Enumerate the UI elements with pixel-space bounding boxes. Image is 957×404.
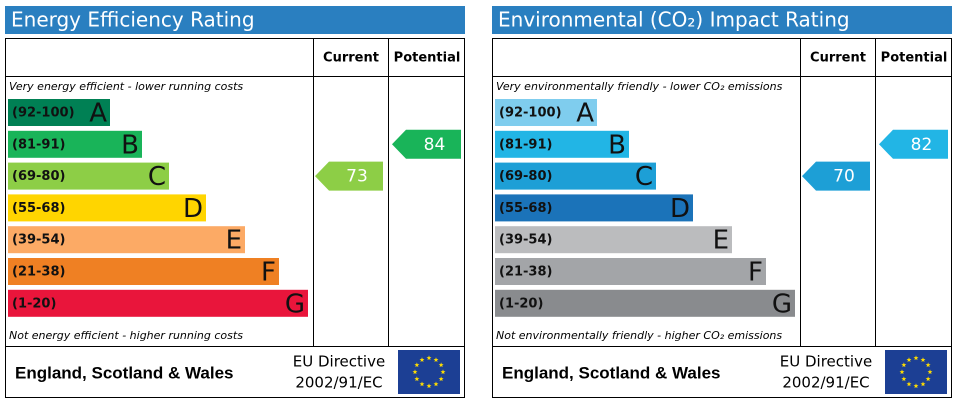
rating-arrow	[879, 129, 948, 159]
band-range: (55-68)	[499, 201, 552, 216]
eu-star	[906, 357, 912, 362]
eu-star	[913, 355, 919, 361]
top-note: Very environmentally friendly - lower CO…	[496, 80, 783, 93]
rating-value: 70	[833, 167, 855, 187]
eu-star	[901, 362, 907, 368]
band-range: (55-68)	[12, 201, 65, 216]
band-letter: E	[226, 226, 242, 256]
eu-star	[920, 381, 926, 387]
panel-title: Environmental (CO₂) Impact Rating	[498, 8, 850, 32]
eu-star	[901, 376, 907, 382]
eu-star	[438, 376, 444, 382]
eu-star	[412, 369, 418, 375]
band-letter: C	[148, 162, 166, 192]
band-range: (21-38)	[12, 265, 65, 280]
band-letter: F	[261, 258, 276, 288]
eu-star	[433, 357, 439, 362]
footer-code: 2002/91/EC	[782, 374, 869, 392]
band	[8, 258, 279, 285]
band-range: (39-54)	[499, 233, 552, 248]
rating-value: 84	[424, 135, 446, 155]
rating-value: 82	[911, 135, 933, 155]
footer-directive: EU Directive	[780, 353, 872, 371]
band-letter: F	[748, 258, 763, 288]
bottom-note: Not environmentally friendly - higher CO…	[496, 329, 782, 342]
rating-arrow	[315, 161, 383, 191]
band	[8, 99, 110, 126]
eu-star	[920, 357, 926, 362]
eu-star	[913, 383, 919, 389]
title-bar	[492, 6, 952, 34]
title-bar	[5, 6, 465, 34]
band-letter: C	[635, 162, 653, 192]
eu-star	[899, 369, 905, 375]
band	[8, 130, 142, 158]
eu-star	[927, 369, 933, 375]
band-letter: G	[772, 289, 792, 319]
band	[495, 162, 656, 190]
band	[495, 289, 795, 317]
footer-region: England, Scotland & Wales	[502, 363, 721, 382]
panel-frame	[492, 38, 952, 398]
band-range: (21-38)	[499, 265, 552, 280]
band-letter: D	[183, 194, 203, 224]
panel-frame	[5, 38, 465, 398]
eu-star	[440, 369, 446, 375]
top-note: Very energy efficient - lower running co…	[9, 80, 243, 93]
band-range: (39-54)	[12, 233, 65, 248]
band	[495, 99, 597, 126]
eu-star	[906, 381, 912, 387]
eu-star	[925, 376, 931, 382]
bottom-note: Not energy efficient - higher running co…	[9, 329, 243, 342]
band	[8, 226, 245, 254]
footer-directive: EU Directive	[293, 353, 385, 371]
band	[8, 289, 308, 317]
band	[495, 226, 732, 254]
eu-star	[426, 355, 432, 361]
band-letter: B	[121, 130, 139, 160]
band-letter: A	[576, 99, 594, 129]
band-range: (1-20)	[499, 296, 543, 311]
band	[495, 194, 693, 222]
band-range: (92-100)	[12, 106, 75, 121]
band-letter: A	[89, 99, 107, 129]
band-letter: G	[285, 289, 305, 319]
band	[8, 194, 206, 222]
band-range: (92-100)	[499, 106, 562, 121]
eu-star	[419, 357, 425, 362]
band	[495, 130, 629, 158]
eu-star	[426, 383, 432, 389]
rating-arrow	[392, 129, 461, 159]
band-letter: B	[608, 130, 626, 160]
eu-star	[419, 381, 425, 387]
rating-arrow	[802, 161, 870, 191]
eu-star	[414, 376, 420, 382]
eu-star	[925, 362, 931, 368]
footer-code: 2002/91/EC	[295, 374, 382, 392]
column-header: Potential	[881, 51, 948, 66]
band-range: (81-91)	[12, 137, 65, 152]
column-header: Potential	[394, 51, 461, 66]
column-header: Current	[323, 51, 379, 66]
column-header: Current	[810, 51, 866, 66]
panel-title: Energy Efficiency Rating	[11, 8, 255, 32]
footer-region: England, Scotland & Wales	[15, 363, 234, 382]
band	[8, 162, 169, 190]
band-range: (1-20)	[12, 296, 56, 311]
band-range: (81-91)	[499, 137, 552, 152]
band-letter: D	[670, 194, 690, 224]
eu-star	[414, 362, 420, 368]
band-letter: E	[713, 226, 729, 256]
band-range: (69-80)	[12, 169, 65, 184]
band	[495, 258, 766, 285]
eu-star	[433, 381, 439, 387]
rating-value: 73	[346, 167, 368, 187]
eu-star	[438, 362, 444, 368]
band-range: (69-80)	[499, 169, 552, 184]
